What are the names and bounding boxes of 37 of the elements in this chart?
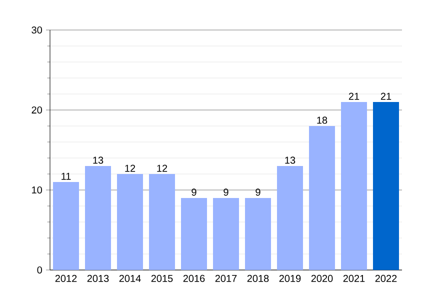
- data-label: 13: [285, 156, 296, 164]
- data-label: 9: [192, 188, 196, 196]
- bar: [53, 182, 79, 270]
- x-tick-label: 2019: [279, 274, 301, 282]
- data-label: 11: [62, 172, 71, 180]
- data-label: 9: [224, 188, 228, 196]
- bar: [85, 166, 112, 270]
- y-tick-label: 0: [37, 266, 42, 274]
- bar: [340, 102, 367, 270]
- data-label: 13: [93, 156, 104, 164]
- x-tick-label: 2014: [119, 274, 141, 282]
- data-label: 21: [348, 92, 360, 100]
- bar: [245, 198, 271, 270]
- x-tick-label: 2020: [311, 274, 333, 282]
- y-tick-label: 10: [32, 186, 42, 194]
- y-tick-label: 30: [32, 26, 42, 34]
- data-label: 12: [157, 164, 168, 172]
- x-tick-label: 2012: [55, 274, 77, 282]
- x-tick-label: 2016: [183, 274, 205, 282]
- x-tick-label: 2018: [247, 274, 269, 282]
- y-tick-label: 20: [32, 106, 42, 114]
- x-tick-label: 2015: [151, 274, 173, 282]
- data-label: 21: [380, 92, 392, 100]
- x-tick-label: 2021: [343, 274, 365, 282]
- data-label: 12: [125, 164, 136, 172]
- bar: [213, 198, 239, 270]
- x-tick-label: 2022: [375, 274, 397, 282]
- bar: [149, 174, 175, 270]
- bar: [372, 102, 399, 270]
- bar: [276, 166, 303, 270]
- x-tick-label: 2013: [87, 274, 109, 282]
- x-tick-label: 2017: [215, 274, 237, 282]
- bar: [117, 174, 144, 270]
- data-label: 18: [317, 116, 328, 124]
- data-label: 9: [256, 188, 260, 196]
- bar: [181, 198, 207, 270]
- bar: [308, 126, 335, 270]
